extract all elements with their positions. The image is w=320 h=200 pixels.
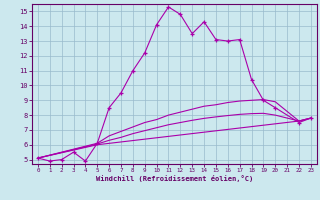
X-axis label: Windchill (Refroidissement éolien,°C): Windchill (Refroidissement éolien,°C) xyxy=(96,175,253,182)
